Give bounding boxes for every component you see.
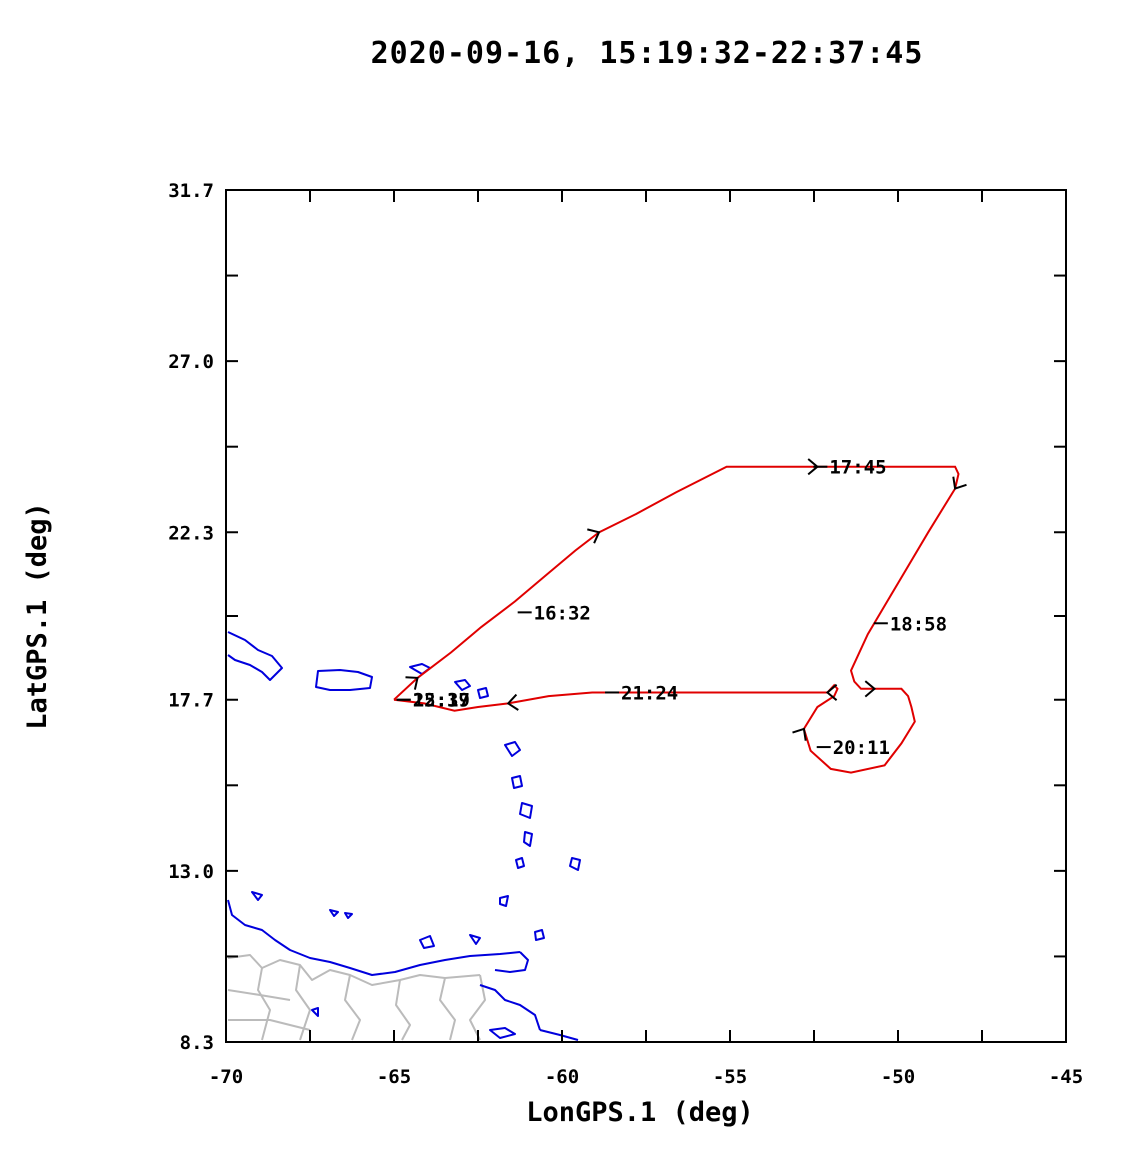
x-tick-label: -50	[881, 1066, 915, 1088]
direction-arrow	[864, 680, 877, 698]
axis-ticks	[225, 189, 1067, 1043]
time-label: 20:11	[833, 737, 890, 759]
direction-arrow	[952, 476, 967, 490]
time-label: 21:24	[621, 682, 678, 704]
y-tick-label: 8.3	[180, 1032, 214, 1054]
y-axis-label: LatGPS.1 (deg)	[22, 502, 53, 730]
x-axis-label: LonGPS.1 (deg)	[526, 1097, 754, 1128]
axis-tick-labels: -70 -65 -60 -55 -50 -45 8.3 13.0 17.7 22.3 27.0 31.…	[168, 180, 1083, 1088]
time-label: 18:58	[890, 613, 947, 635]
y-tick-label: 27.0	[168, 351, 214, 373]
coastlines	[227, 631, 581, 1041]
direction-arrow	[792, 727, 807, 741]
direction-arrow	[825, 683, 838, 701]
flight-track-line	[393, 465, 960, 774]
x-tick-label: -45	[1049, 1066, 1083, 1088]
x-tick-label: -55	[713, 1066, 747, 1088]
basemap	[227, 631, 581, 1041]
time-label: 15:19	[413, 690, 470, 712]
y-tick-label: 31.7	[168, 180, 214, 202]
direction-arrow	[587, 528, 601, 544]
y-tick-label: 22.3	[168, 522, 214, 544]
chart-title: 2020-09-16, 15:19:32-22:37:45	[371, 36, 924, 71]
y-tick-label: 17.7	[168, 690, 214, 712]
time-label: 16:32	[534, 602, 591, 624]
direction-arrows	[405, 458, 967, 741]
y-tick-label: 13.0	[168, 861, 214, 883]
direction-arrow	[506, 693, 519, 711]
time-label: 22:37	[413, 690, 470, 712]
time-label: 17:45	[829, 457, 886, 479]
x-tick-label: -70	[209, 1066, 243, 1088]
x-tick-label: -60	[545, 1066, 579, 1088]
x-tick-label: -65	[377, 1066, 411, 1088]
direction-arrow	[405, 676, 419, 690]
country-borders	[227, 954, 486, 1041]
